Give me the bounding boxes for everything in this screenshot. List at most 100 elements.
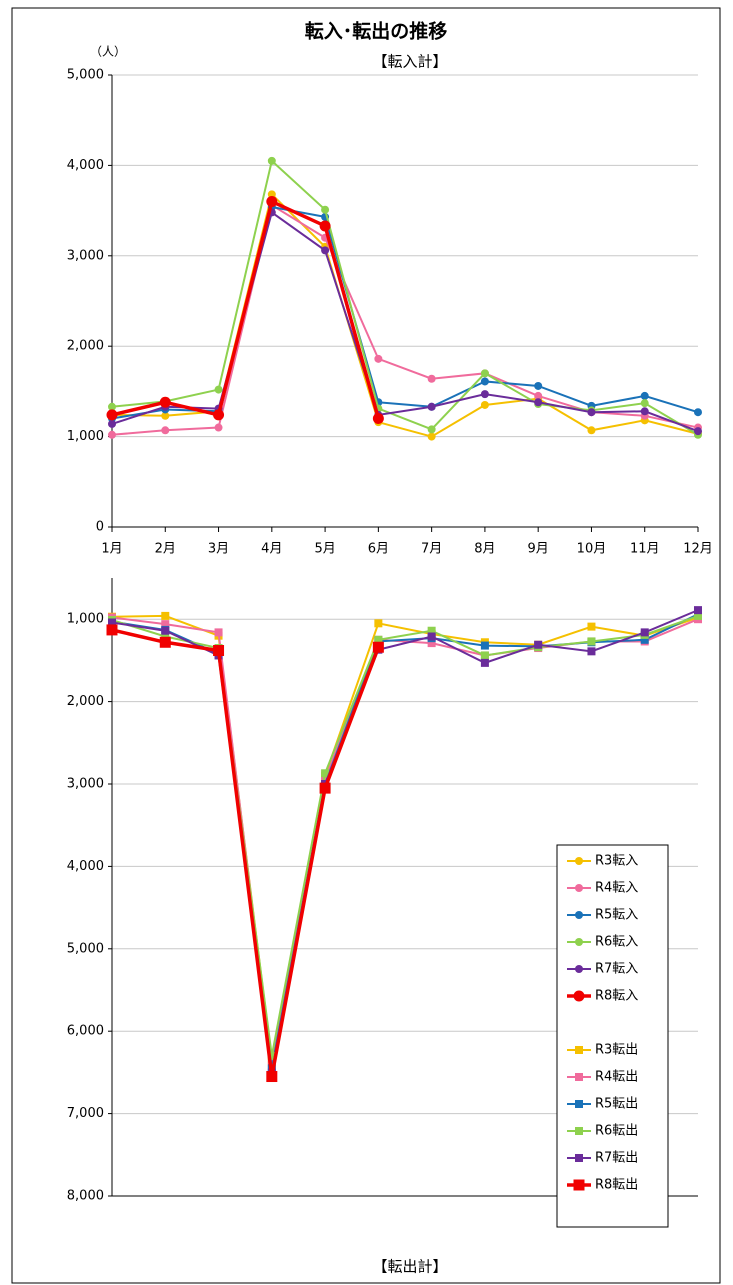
x-tick-label: 12月 xyxy=(683,542,713,557)
legend-marker xyxy=(575,1100,583,1108)
marker xyxy=(427,626,436,635)
marker xyxy=(694,611,702,620)
marker xyxy=(159,396,171,408)
marker xyxy=(321,246,330,255)
marker xyxy=(640,407,649,416)
marker xyxy=(159,636,171,648)
x-tick-label: 11月 xyxy=(630,542,660,557)
y-tick-label: 3,000 xyxy=(67,777,104,792)
y-tick-label: 5,000 xyxy=(67,941,104,956)
legend-label: R8転出 xyxy=(595,1178,638,1193)
marker xyxy=(161,426,170,435)
marker xyxy=(321,205,330,214)
marker xyxy=(108,618,116,627)
y-tick-label: 5,000 xyxy=(67,68,104,83)
legend-label: R5転入 xyxy=(595,908,638,923)
subtitle: 【転出計】 xyxy=(372,1258,447,1276)
marker xyxy=(108,402,116,411)
marker xyxy=(108,419,116,428)
x-tick-label: 1月 xyxy=(101,542,122,557)
legend-marker xyxy=(575,857,583,865)
marker xyxy=(372,641,384,653)
marker xyxy=(480,641,489,650)
marker xyxy=(213,645,225,657)
legend-marker xyxy=(575,911,583,919)
subtitle: 【転入計】 xyxy=(372,53,447,71)
chart-title: 転入･転出の推移 xyxy=(305,20,448,43)
marker xyxy=(161,632,170,641)
marker xyxy=(534,381,543,390)
marker xyxy=(640,628,649,637)
marker xyxy=(214,385,223,394)
legend-marker xyxy=(575,938,583,946)
marker xyxy=(106,409,118,421)
marker xyxy=(319,220,331,232)
marker xyxy=(161,626,170,635)
y-tick-label: 4,000 xyxy=(67,158,104,173)
marker xyxy=(427,402,436,411)
y-tick-label: 2,000 xyxy=(67,694,104,709)
x-tick-label: 2月 xyxy=(155,542,176,557)
marker xyxy=(640,391,649,400)
series-line xyxy=(111,614,699,1061)
legend-label: R3転出 xyxy=(595,1043,638,1058)
marker xyxy=(214,628,223,637)
series-line xyxy=(111,614,699,1057)
legend-marker xyxy=(575,1127,583,1135)
marker xyxy=(427,639,436,648)
legend-label: R8転入 xyxy=(595,989,638,1004)
marker xyxy=(321,775,330,784)
marker xyxy=(372,413,384,425)
marker xyxy=(534,398,543,407)
marker xyxy=(161,411,170,420)
x-tick-label: 7月 xyxy=(421,542,442,557)
legend-label: R7転出 xyxy=(595,1151,638,1166)
marker xyxy=(321,769,330,778)
legend-box xyxy=(556,844,669,1228)
y-tick-label: 1,000 xyxy=(67,612,104,627)
x-tick-label: 3月 xyxy=(208,542,229,557)
legend-marker xyxy=(575,884,583,892)
x-tick-label: 8月 xyxy=(474,542,495,557)
marker xyxy=(374,635,383,644)
marker xyxy=(640,635,649,644)
x-tick-label: 4月 xyxy=(261,542,282,557)
y-tick-label: 4,000 xyxy=(67,859,104,874)
marker xyxy=(108,430,116,439)
marker xyxy=(427,374,436,383)
marker xyxy=(480,377,489,386)
unit-label: （人） xyxy=(90,45,126,59)
marker xyxy=(587,408,596,417)
marker xyxy=(480,658,489,667)
x-tick-label: 10月 xyxy=(577,542,607,557)
marker xyxy=(640,399,649,408)
marker xyxy=(534,640,543,649)
y-tick-label: 1,000 xyxy=(67,429,104,444)
marker xyxy=(427,425,436,434)
y-tick-label: 0 xyxy=(96,520,104,535)
marker xyxy=(427,632,436,641)
legend-marker xyxy=(573,1179,585,1191)
marker xyxy=(694,606,702,615)
legend-marker xyxy=(575,1046,583,1054)
marker xyxy=(106,624,118,636)
marker xyxy=(214,423,223,432)
marker xyxy=(587,647,596,656)
marker xyxy=(374,354,383,363)
marker xyxy=(694,427,702,436)
legend-label: R4転出 xyxy=(595,1070,638,1085)
marker xyxy=(213,409,225,421)
marker xyxy=(480,369,489,378)
marker xyxy=(266,196,278,208)
legend-label: R6転入 xyxy=(595,935,638,950)
legend-marker xyxy=(575,1154,583,1162)
series-line xyxy=(111,205,699,420)
marker xyxy=(267,190,276,199)
marker xyxy=(319,782,331,794)
marker xyxy=(480,400,489,409)
legend-label: R5転出 xyxy=(595,1097,638,1112)
legend-marker xyxy=(575,1073,583,1081)
marker xyxy=(534,391,543,400)
legend-marker xyxy=(573,990,585,1002)
